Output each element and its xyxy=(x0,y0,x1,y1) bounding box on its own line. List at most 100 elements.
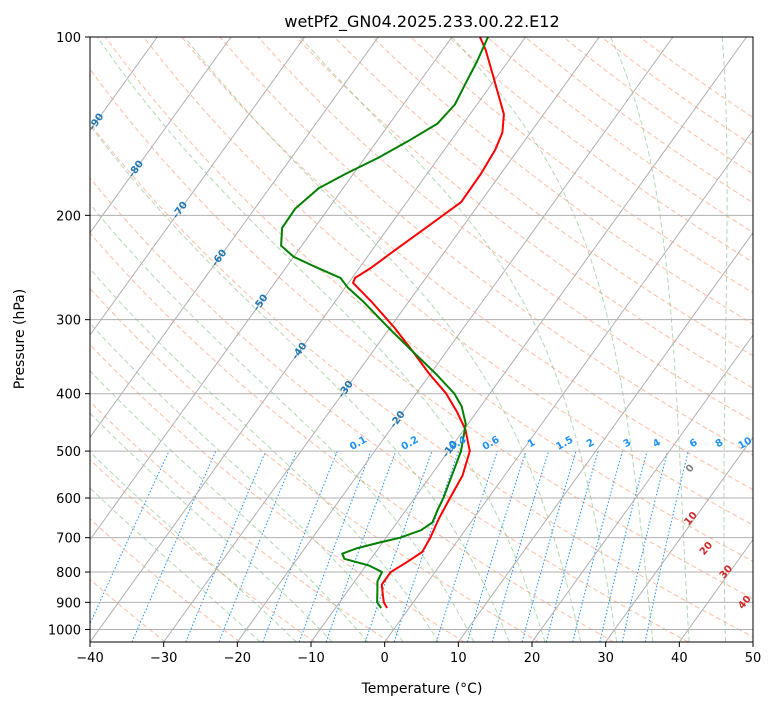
plot-frame xyxy=(89,36,754,643)
moist-adiabat-line xyxy=(90,124,510,642)
y-axis-title: Pressure (hPa) xyxy=(12,289,28,389)
dewpoint-profile-line xyxy=(280,37,489,609)
isotherm-line xyxy=(310,37,748,642)
x-tick-label: 10 xyxy=(450,651,467,666)
moist-adiabat-line xyxy=(90,203,475,642)
moist-adiabat-line xyxy=(90,487,261,642)
dry-adiabat-line xyxy=(90,68,753,600)
dry-adiabat-line xyxy=(90,232,614,642)
y-tick-label: 200 xyxy=(56,209,81,224)
dry-adiabat-line xyxy=(181,37,753,491)
moist-adiabat-label: 0 xyxy=(684,463,697,475)
mixing-ratio-label: 13 xyxy=(766,435,775,452)
y-tick-label: 600 xyxy=(56,492,81,507)
mixing-ratio-line xyxy=(325,450,397,642)
isotherm-line xyxy=(90,37,527,642)
mixing-ratio-label: 1 xyxy=(526,437,538,450)
dry-adiabat-line xyxy=(333,37,753,357)
x-tick-label: 30 xyxy=(597,651,614,666)
y-tick-label: 800 xyxy=(56,566,81,581)
dry-adiabat-line xyxy=(562,37,753,175)
mixing-ratio-label: 0.2 xyxy=(400,434,421,452)
x-tick-label: 20 xyxy=(524,651,541,666)
mixing-ratio-line xyxy=(599,450,648,642)
isotherm-label: -30 xyxy=(336,379,356,400)
moist-adiabat-line xyxy=(90,268,439,642)
mixing-ratio-line xyxy=(262,450,338,642)
dry-adiabat-line xyxy=(143,37,753,526)
moist-adiabat-line xyxy=(610,37,690,642)
moist-adiabat-line xyxy=(90,412,333,642)
dry-adiabat-line xyxy=(104,37,753,563)
dry-adiabat-line xyxy=(410,37,753,294)
isotherm-label: -60 xyxy=(210,248,230,269)
mixing-ratio-line xyxy=(545,450,599,642)
mixing-ratio-label: 0.4 xyxy=(448,435,469,453)
isotherm-line xyxy=(678,538,753,642)
y-tick-label: 900 xyxy=(56,596,81,611)
y-tick-label: 500 xyxy=(56,445,81,460)
dry-adiabat-line xyxy=(257,37,753,422)
isotherm-label: -100 xyxy=(40,69,64,96)
isotherm-line xyxy=(90,37,379,439)
moist-adiabat-label: 30 xyxy=(718,563,735,581)
mixing-ratio-line xyxy=(364,450,433,642)
isotherm-line xyxy=(384,129,753,642)
y-tick-label: 700 xyxy=(56,532,81,547)
moist-adiabat-line xyxy=(451,37,654,642)
mixing-ratio-label: 10 xyxy=(737,435,755,452)
series-group xyxy=(280,37,505,609)
y-tick-label: 1000 xyxy=(48,623,81,638)
isotherm-line xyxy=(163,37,600,642)
x-tick-label: −40 xyxy=(76,651,103,666)
dry-adiabat-line xyxy=(90,578,166,642)
dry-adiabat-line xyxy=(601,37,753,147)
dry-adiabats xyxy=(90,37,753,642)
moist-adiabat-label: 10 xyxy=(683,510,700,528)
mixing-ratio-label: 0.1 xyxy=(348,434,369,452)
mixing-ratio-line xyxy=(218,450,298,642)
mixing-ratio-line xyxy=(131,450,217,642)
isotherm-line xyxy=(0,37,10,642)
mixing-ratio-line xyxy=(185,450,267,642)
isotherm-label: -50 xyxy=(251,293,271,314)
x-axis-title: Temperature (°C) xyxy=(361,681,483,697)
isotherm-label: -20 xyxy=(388,409,408,430)
y-tick-label: 100 xyxy=(56,31,81,46)
dry-adiabat-line xyxy=(90,518,241,642)
isotherm-gridlines xyxy=(0,37,753,642)
x-axis: −40 −30 −20 −10 0 10 20 30 40 50 xyxy=(76,642,761,666)
moist-adiabats xyxy=(90,37,775,642)
mixing-ratio-label: 3 xyxy=(622,437,634,450)
moist-adiabat-line xyxy=(90,451,297,642)
isotherm-line xyxy=(90,37,453,541)
mixing-ratio-label: 2 xyxy=(585,437,597,450)
moist-adiabat-line xyxy=(762,37,775,642)
x-tick-label: −10 xyxy=(297,651,324,666)
dry-adiabat-line xyxy=(90,287,540,642)
isotherm-label: -80 xyxy=(127,159,147,180)
dry-adiabat-line xyxy=(90,458,315,642)
mixing-ratio-line xyxy=(491,450,550,642)
mixing-ratio-line xyxy=(572,450,623,642)
x-tick-label: −20 xyxy=(224,651,251,666)
isotherm-line xyxy=(90,37,232,234)
x-tick-label: 40 xyxy=(671,651,688,666)
temperature-profile-line xyxy=(352,37,505,609)
mixing-ratio-line xyxy=(621,450,669,642)
mixing-ratio-label: 6 xyxy=(688,437,700,450)
plot-area: -100-90-80-70-60-50-40-30-20-100.1 0.2 0.4… xyxy=(0,37,775,642)
mixing-ratio-line xyxy=(467,450,527,642)
moist-adiabat-line xyxy=(184,37,582,642)
moist-adiabat-line xyxy=(90,370,369,642)
moist-adiabat-line xyxy=(90,322,404,642)
y-axis: 1000 900 800 700 600 500 400 300 200 100 xyxy=(48,31,90,638)
mixing-ratio-line xyxy=(521,450,577,642)
isobar-gridlines xyxy=(90,37,753,630)
mixing-ratio-line xyxy=(644,450,689,642)
x-tick-label: 50 xyxy=(745,651,762,666)
isotherm-line xyxy=(605,436,753,642)
dry-adiabat-line xyxy=(90,343,465,642)
moist-adiabat-label: 40 xyxy=(736,594,753,612)
